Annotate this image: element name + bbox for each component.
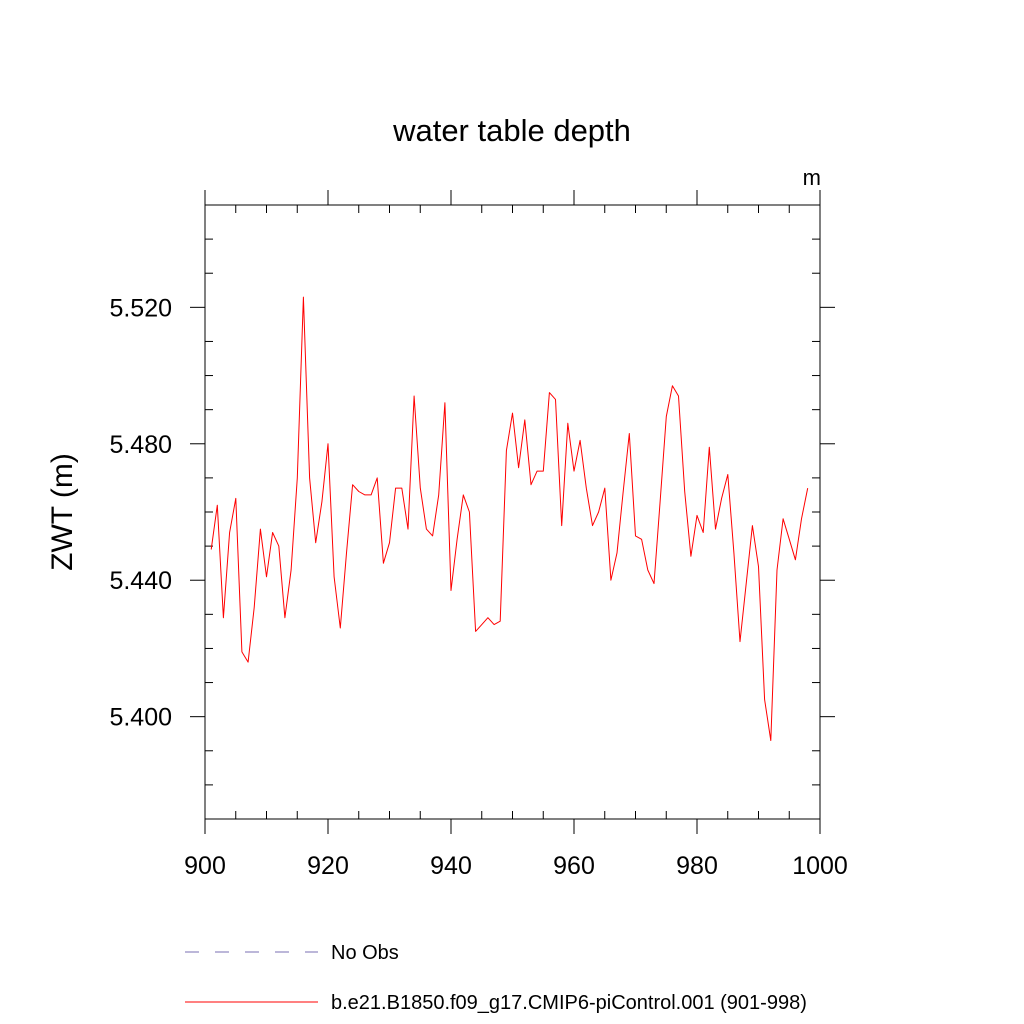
y-tick-label: 5.520 bbox=[109, 294, 172, 322]
x-tick-label: 960 bbox=[553, 852, 595, 880]
y-axis-label: ZWT (m) bbox=[46, 453, 79, 571]
legend-label: No Obs bbox=[331, 942, 399, 964]
series-line bbox=[210, 296, 809, 741]
x-tick-label: 940 bbox=[430, 852, 472, 880]
chart-title: water table depth bbox=[392, 113, 631, 148]
legend: No Obs b.e21.B1850.f09_g17.CMIP6-piContro… bbox=[185, 942, 807, 1014]
x-tick-label: 980 bbox=[676, 852, 718, 880]
legend-label: b.e21.B1850.f09_g17.CMIP6-piControl.001 … bbox=[331, 992, 807, 1014]
y-tick-label: 5.480 bbox=[109, 431, 172, 459]
x-tick-label: 920 bbox=[307, 852, 349, 880]
plot-frame bbox=[204, 204, 821, 820]
y-tick-label: 5.400 bbox=[109, 704, 172, 732]
x-axis: 900 920 940 960 980 1000 bbox=[184, 190, 848, 880]
units-label: m bbox=[803, 165, 821, 190]
x-tick-label: 1000 bbox=[792, 852, 848, 880]
series-layer bbox=[210, 296, 809, 741]
y-axis: 5.400 5.440 5.480 5.520 bbox=[109, 204, 835, 820]
x-tick-label: 900 bbox=[184, 852, 226, 880]
y-tick-label: 5.440 bbox=[109, 567, 172, 595]
